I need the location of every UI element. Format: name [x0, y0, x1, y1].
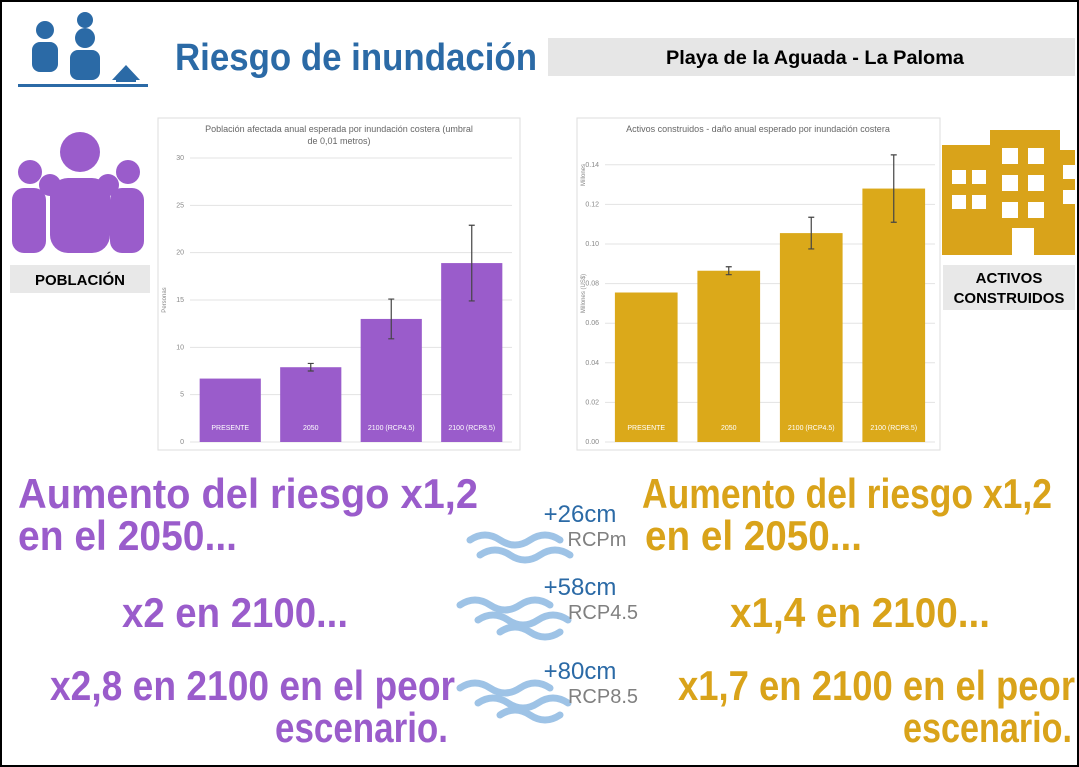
bar [199, 378, 261, 442]
page-title: Riesgo de inundación [175, 37, 537, 79]
note: x1,7 en 2100 en el peor [678, 662, 1075, 709]
y-tick-label: 5 [180, 392, 184, 399]
bar [360, 318, 422, 442]
bar [614, 292, 678, 442]
y-tick-label: 0.08 [585, 281, 599, 288]
location: Playa de la Aguada - La Paloma [666, 48, 964, 69]
note: x1,4 en 2100... [730, 589, 990, 636]
note: Aumento del riesgo x1,2 [18, 470, 478, 517]
y-tick-label: 0.02 [585, 399, 599, 406]
error-bar [388, 298, 395, 340]
y-tick-label: 0.00 [585, 439, 599, 446]
note: x2 en 2100... [122, 589, 348, 636]
y-tick-label: 0.14 [585, 162, 599, 169]
y-tick-label: 0.10 [585, 241, 599, 248]
sea-rise: +58cm [544, 574, 617, 601]
y-unit: Millones [581, 164, 587, 186]
building-icon [942, 130, 1075, 255]
y-axis-label: Personas [162, 287, 168, 312]
y-tick-label: 0 [180, 439, 184, 446]
bar [779, 233, 843, 442]
y-tick-label: 25 [176, 202, 184, 209]
note: escenario. [903, 704, 1072, 751]
y-tick-label: 0.12 [585, 201, 599, 208]
label-box [10, 265, 150, 293]
bar [862, 188, 926, 442]
x-tick-label: 2100 (RCP4.5) [368, 425, 415, 432]
bar [280, 367, 342, 442]
x-tick-label: 2100 (RCP4.5) [788, 425, 835, 432]
x-tick-label: 2050 [721, 425, 737, 432]
error-bar [725, 266, 732, 276]
y-tick-label: 30 [176, 155, 184, 162]
y-tick-label: 10 [176, 344, 184, 351]
x-tick-label: 2100 (RCP8.5) [870, 425, 917, 432]
x-tick-label: 2050 [303, 425, 319, 432]
y-tick-label: 0.06 [585, 320, 599, 327]
scenario: RCP4.5 [568, 602, 638, 624]
scenario: RCPm [568, 529, 627, 551]
note: escenario. [275, 704, 448, 751]
note: en el 2050... [18, 512, 237, 559]
note: Aumento del riesgo x1,2 [642, 470, 1052, 517]
family-icon [18, 12, 148, 87]
location-bar [548, 38, 1075, 76]
bar [697, 270, 761, 442]
y-tick-label: 0.04 [585, 360, 599, 367]
people-icon [12, 132, 144, 253]
chart-title: de 0,01 metros) [307, 136, 370, 146]
label-box [943, 265, 1075, 310]
y-tick-label: 20 [176, 250, 184, 257]
error-bar [890, 154, 897, 223]
note: x2,8 en 2100 en el peor [50, 662, 455, 709]
assets-label: ACTIVOS [976, 270, 1043, 287]
error-bar [468, 224, 475, 302]
x-tick-label: PRESENTE [211, 425, 249, 432]
population-label: POBLACIÓN [35, 271, 125, 289]
error-bar [808, 216, 815, 250]
sea-rise: +80cm [544, 658, 617, 685]
y-axis-label: Millones (US$) [581, 274, 587, 313]
assets-label: CONSTRUIDOS [954, 290, 1065, 307]
chart-title: Activos construidos - daño anual esperad… [626, 124, 890, 134]
x-tick-label: 2100 (RCP8.5) [448, 425, 495, 432]
note: en el 2050... [645, 512, 862, 559]
scenario: RCP8.5 [568, 686, 638, 708]
x-tick-label: PRESENTE [627, 425, 665, 432]
y-tick-label: 15 [176, 297, 184, 304]
chart-title: Población afectada anual esperada por in… [205, 124, 473, 134]
waves [456, 531, 574, 724]
sea-rise: +26cm [544, 501, 617, 528]
error-bar [307, 362, 314, 372]
